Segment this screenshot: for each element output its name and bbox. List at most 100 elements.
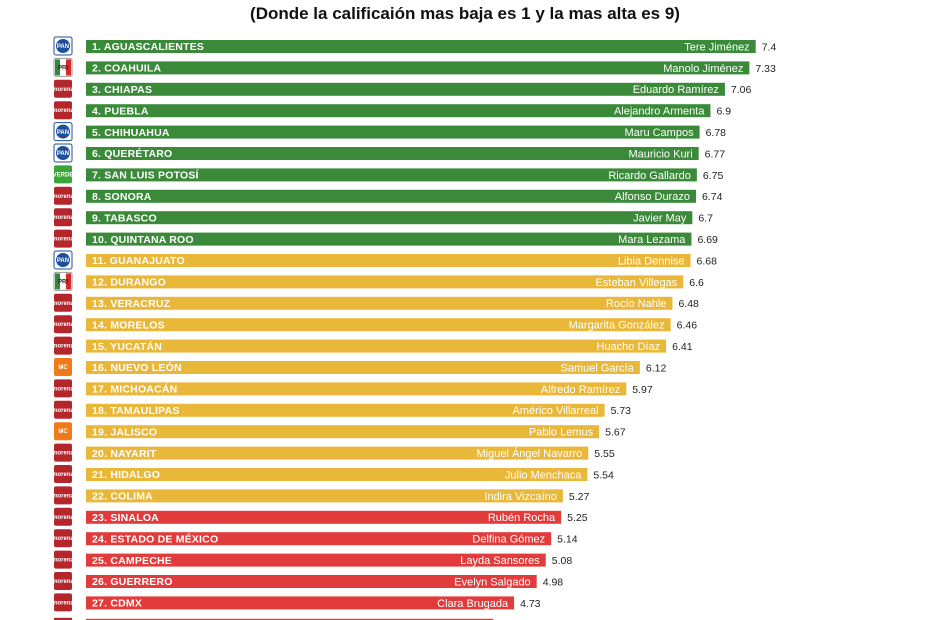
value-label: 5.08: [552, 555, 573, 567]
bar: [86, 40, 756, 53]
value-label: 6.78: [706, 127, 727, 139]
governor-label: Américo Villarreal: [513, 405, 599, 417]
svg-text:morena: morena: [52, 493, 74, 499]
state-label: 5. CHIHUAHUA: [92, 127, 170, 139]
governor-label: Delfina Gómez: [472, 534, 545, 546]
svg-text:morena: morena: [52, 515, 74, 521]
svg-text:morena: morena: [52, 408, 74, 414]
bar: [86, 254, 691, 267]
value-label: 6.41: [672, 341, 693, 353]
bar: [86, 189, 696, 203]
svg-text:morena: morena: [52, 472, 74, 478]
governor-label: Huacho Díaz: [597, 341, 661, 353]
value-label: 6.69: [697, 234, 718, 246]
svg-text:morena: morena: [52, 536, 74, 542]
party-badge-morena-icon: morena: [52, 379, 74, 398]
value-label: 5.54: [593, 469, 614, 481]
value-label: 5.73: [611, 405, 632, 417]
svg-text:morena: morena: [52, 322, 74, 328]
bar: [86, 618, 494, 620]
party-badge-morena-icon: morena: [52, 400, 74, 419]
state-label: 1. AGUASCALIENTES: [92, 41, 204, 53]
bar: [86, 510, 562, 524]
party-badge-morena-icon: morena: [52, 101, 74, 120]
bar: [86, 553, 546, 567]
governor-label: Clara Brugada: [437, 598, 509, 610]
bar: [86, 147, 699, 160]
party-badge-morena-icon: [54, 617, 72, 620]
state-label: 23. SINALOA: [92, 512, 159, 524]
value-label: 6.6: [689, 277, 704, 289]
governor-label: Tere Jiménez: [684, 41, 749, 53]
svg-text:morena: morena: [52, 344, 74, 350]
svg-text:VERDE: VERDE: [53, 172, 74, 178]
state-label: 16. NUEVO LEÓN: [92, 361, 182, 374]
governor-label: Mauricio Kuri: [628, 148, 692, 160]
svg-text:morena: morena: [52, 386, 74, 392]
value-label: 6.7: [698, 213, 713, 225]
governor-label: Alfonso Durazo: [615, 191, 690, 203]
value-label: 6.77: [705, 148, 726, 160]
governor-label: Mara Lezama: [618, 234, 686, 246]
bar: [86, 596, 515, 610]
state-label: 13. VERACRUZ: [92, 298, 171, 310]
governor-label: Rubén Rocha: [488, 512, 556, 524]
party-badge-pri-icon: PRI: [53, 57, 73, 77]
state-label: 25. CAMPECHE: [92, 555, 172, 567]
party-badge-pri-icon: PRI: [53, 271, 73, 291]
governor-label: Margarita González: [569, 320, 665, 332]
state-label: 6. QUERÉTARO: [92, 147, 172, 160]
bar: [86, 82, 725, 96]
state-label: 27. CDMX: [92, 598, 142, 610]
governor-label: Julio Menchaca: [505, 469, 582, 481]
state-label: 15. YUCATÁN: [92, 340, 162, 353]
state-label: 11. GUANAJUATO: [92, 255, 185, 267]
party-badge-mc-icon: MC: [54, 358, 72, 376]
bar: [86, 403, 605, 417]
bar: [86, 318, 671, 332]
governor-label: Alfredo Ramírez: [541, 384, 620, 396]
state-label: 18. TAMAULIPAS: [92, 405, 180, 417]
value-label: 5.14: [557, 534, 578, 546]
bar: [86, 232, 692, 246]
governor-label: Javier May: [633, 213, 687, 225]
bar: [86, 125, 700, 139]
svg-text:morena: morena: [52, 237, 74, 243]
party-badge-morena-icon: morena: [52, 550, 74, 569]
bar: [86, 296, 673, 310]
party-badge-morena-icon: morena: [52, 336, 74, 355]
bar: [86, 468, 588, 481]
party-badge-morena-icon: morena: [52, 229, 74, 248]
svg-text:morena: morena: [52, 558, 74, 564]
governor-label: Layda Sansores: [460, 555, 540, 567]
party-badge-morena-icon: morena: [52, 443, 74, 462]
governor-label: Manolo Jiménez: [663, 63, 743, 75]
governor-label: Ricardo Gallardo: [608, 170, 691, 182]
value-label: 5.25: [567, 512, 588, 524]
value-label: 6.48: [678, 298, 699, 310]
party-badge-morena-icon: morena: [52, 593, 74, 612]
bar: [86, 211, 693, 225]
governor-label: Maru Campos: [625, 127, 695, 139]
state-label: 26. GUERRERO: [92, 576, 173, 588]
party-badge-pan-icon: PAN: [53, 143, 73, 163]
bar: [86, 382, 627, 396]
value-label: 5.67: [605, 427, 626, 439]
value-label: 4.98: [543, 576, 564, 588]
svg-text:morena: morena: [52, 600, 74, 606]
governor-label: Libia Dennise: [618, 255, 685, 267]
state-label: 14. MORELOS: [92, 319, 165, 331]
svg-text:PRI: PRI: [58, 280, 68, 286]
svg-text:PAN: PAN: [57, 151, 69, 157]
value-label: 7.4: [762, 41, 777, 53]
party-badge-morena-icon: morena: [52, 293, 74, 312]
governor-label: Samuel García: [560, 362, 634, 374]
governor-label: Evelyn Salgado: [454, 576, 530, 588]
value-label: 5.27: [569, 491, 590, 503]
party-badge-morena-icon: morena: [52, 315, 74, 334]
state-label: 22. COLIMA: [92, 491, 153, 503]
value-label: 7.06: [731, 84, 752, 96]
bar: [86, 168, 697, 182]
governor-label: Indira Vizcaíno: [484, 491, 557, 503]
